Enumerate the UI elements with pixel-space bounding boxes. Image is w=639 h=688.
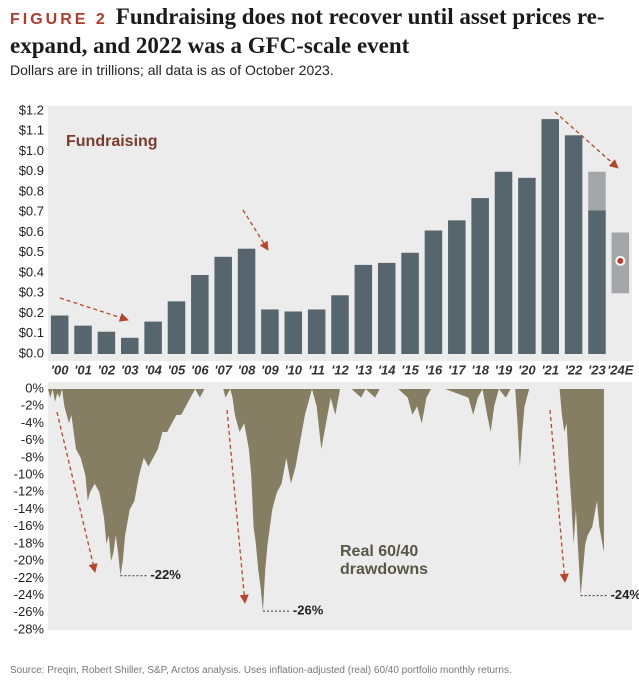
bar <box>588 210 606 354</box>
y-tick-label: $0.1 <box>19 325 44 340</box>
y-tick-label: $0.3 <box>19 285 44 300</box>
annotation: Real 60/40 <box>340 543 418 560</box>
x-tick-label: '02 <box>98 362 116 377</box>
y-tick-label: -18% <box>14 535 45 550</box>
x-tick-label: '15 <box>401 362 419 377</box>
y-tick-label: -28% <box>14 621 45 636</box>
bar <box>564 135 583 354</box>
x-tick-label: '21 <box>541 362 559 377</box>
x-tick-label: '18 <box>471 362 489 377</box>
bar <box>331 295 349 354</box>
x-tick-label: '10 <box>284 362 302 377</box>
y-tick-label: $0.5 <box>19 244 44 259</box>
x-tick-label: '03 <box>121 362 139 377</box>
x-tick-label: '05 <box>168 362 186 377</box>
y-tick-label: 0% <box>25 380 44 395</box>
x-tick-label: '06 <box>191 362 209 377</box>
bar <box>50 315 69 354</box>
y-tick-label: -6% <box>21 432 45 447</box>
bar <box>284 311 303 354</box>
bar <box>541 119 559 354</box>
y-tick-label: -24% <box>14 587 45 602</box>
bar <box>377 262 396 354</box>
y-tick-label: -10% <box>14 467 45 482</box>
bar <box>121 337 139 354</box>
y-tick-label: $1.1 <box>19 123 44 138</box>
bar <box>448 220 466 354</box>
x-tick-label: '07 <box>214 362 232 377</box>
y-tick-label: -22% <box>14 570 45 585</box>
y-tick-label: $1.2 <box>19 102 44 117</box>
annotation: drawdowns <box>340 561 428 578</box>
x-tick-label: '22 <box>565 362 583 377</box>
y-tick-label: $0.7 <box>19 204 44 219</box>
bar <box>214 256 232 354</box>
x-tick-label: '04 <box>144 362 162 377</box>
y-tick-label: -16% <box>14 518 45 533</box>
figure-label: FIGURE 2 <box>10 11 108 28</box>
bar <box>494 171 513 354</box>
x-tick-label: '01 <box>74 362 92 377</box>
chart-title: Fundraising does not recover until asset… <box>10 4 605 58</box>
estimate-point <box>615 255 626 266</box>
data-label: -26% <box>293 603 324 618</box>
bar <box>424 230 443 354</box>
bar <box>588 171 606 211</box>
data-label: -24% <box>611 587 639 602</box>
x-tick-label: '11 <box>308 362 325 377</box>
arrows <box>56 111 619 604</box>
y-tick-label: -26% <box>14 604 45 619</box>
y-tick-label: -8% <box>21 449 45 464</box>
bar <box>401 252 419 354</box>
source: Source: Preqin, Robert Shiller, S&P, Arc… <box>10 665 512 676</box>
y-tick-label: -4% <box>21 415 45 430</box>
annotation: Fundraising <box>66 133 158 150</box>
x-tick-label: '16 <box>425 362 443 377</box>
bar <box>307 309 326 354</box>
x-tick-label: '00 <box>51 362 69 377</box>
x-tick-label: '13 <box>355 362 373 377</box>
y-tick-label: -20% <box>14 553 45 568</box>
drawdown-area <box>48 389 604 612</box>
bar <box>518 177 536 354</box>
bar <box>261 309 279 354</box>
y-tick-label: $0.2 <box>19 305 44 320</box>
bar <box>74 325 92 354</box>
bar <box>144 321 162 354</box>
y-tick-label: -2% <box>21 398 45 413</box>
bar <box>237 248 256 354</box>
bar <box>191 275 209 354</box>
y-tick-label: $0.9 <box>19 163 44 178</box>
x-tick-label: '23 <box>588 362 606 377</box>
y-tick-label: -12% <box>14 484 45 499</box>
x-tick-label: '24E <box>607 362 634 377</box>
data-label: -22% <box>150 567 181 582</box>
y-tick-label: $0.0 <box>19 345 44 360</box>
y-tick-label: $0.4 <box>19 264 44 279</box>
x-tick-label: '08 <box>238 362 256 377</box>
header: FIGURE 2 Fundraising does not recover unt… <box>10 4 632 59</box>
x-tick-label: '12 <box>331 362 349 377</box>
y-tick-label: $0.8 <box>19 183 44 198</box>
subtitle: Dollars are in trillions; all data is as… <box>10 62 334 78</box>
x-tick-label: '20 <box>518 362 536 377</box>
bar <box>167 301 186 354</box>
x-tick-label: '09 <box>261 362 279 377</box>
bar <box>97 331 116 354</box>
x-tick-label: '14 <box>378 362 396 377</box>
bar <box>471 198 489 354</box>
x-tick-label: '19 <box>495 362 513 377</box>
y-tick-label: $0.6 <box>19 224 44 239</box>
bar <box>354 264 373 354</box>
x-tick-label: '17 <box>448 362 466 377</box>
y-tick-label: $1.0 <box>19 143 44 158</box>
y-tick-label: -14% <box>14 501 45 516</box>
